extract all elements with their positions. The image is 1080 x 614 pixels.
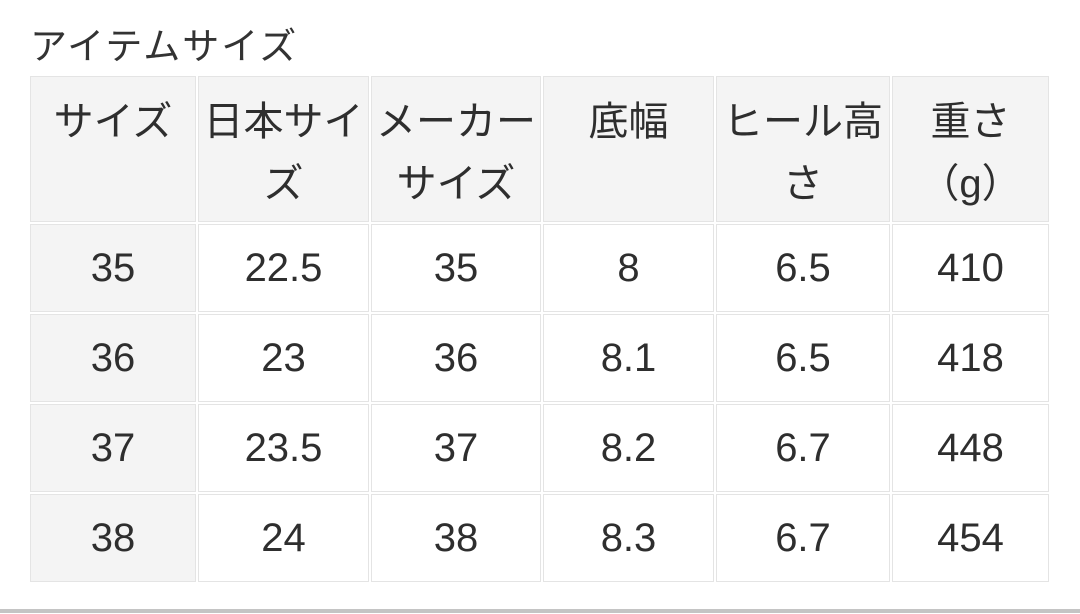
table-row: 38 24 38 8.3 6.7 454 <box>30 494 1049 582</box>
cell-maker-size: 38 <box>371 494 541 582</box>
row-header-size: 35 <box>30 224 196 312</box>
row-header-size: 38 <box>30 494 196 582</box>
cell-maker-size: 36 <box>371 314 541 402</box>
column-header-size: サイズ <box>30 76 196 222</box>
cell-japan-size: 22.5 <box>198 224 369 312</box>
row-header-size: 36 <box>30 314 196 402</box>
table-row: 36 23 36 8.1 6.5 418 <box>30 314 1049 402</box>
cell-weight: 448 <box>892 404 1049 492</box>
item-size-table: サイズ 日本サイ ズ メーカー サイズ 底幅 ヒール高 さ 重さ （g） 35 … <box>28 74 1051 584</box>
table-header-row: サイズ 日本サイ ズ メーカー サイズ 底幅 ヒール高 さ 重さ （g） <box>30 76 1049 222</box>
column-header-sole-width: 底幅 <box>543 76 714 222</box>
section-title: アイテムサイズ <box>30 26 299 67</box>
cell-sole-width: 8 <box>543 224 714 312</box>
cell-maker-size: 35 <box>371 224 541 312</box>
cell-heel-height: 6.7 <box>716 494 890 582</box>
column-header-japan-size: 日本サイ ズ <box>198 76 369 222</box>
cell-weight: 418 <box>892 314 1049 402</box>
cell-sole-width: 8.1 <box>543 314 714 402</box>
row-header-size: 37 <box>30 404 196 492</box>
cell-sole-width: 8.2 <box>543 404 714 492</box>
cell-heel-height: 6.5 <box>716 314 890 402</box>
cell-weight: 454 <box>892 494 1049 582</box>
column-header-maker-size: メーカー サイズ <box>371 76 541 222</box>
table-row: 37 23.5 37 8.2 6.7 448 <box>30 404 1049 492</box>
table-row: 35 22.5 35 8 6.5 410 <box>30 224 1049 312</box>
column-header-weight: 重さ （g） <box>892 76 1049 222</box>
column-header-heel-height: ヒール高 さ <box>716 76 890 222</box>
cell-sole-width: 8.3 <box>543 494 714 582</box>
cell-japan-size: 24 <box>198 494 369 582</box>
cell-japan-size: 23 <box>198 314 369 402</box>
section-divider <box>0 609 1080 613</box>
cell-heel-height: 6.5 <box>716 224 890 312</box>
cell-japan-size: 23.5 <box>198 404 369 492</box>
cell-weight: 410 <box>892 224 1049 312</box>
cell-maker-size: 37 <box>371 404 541 492</box>
cell-heel-height: 6.7 <box>716 404 890 492</box>
